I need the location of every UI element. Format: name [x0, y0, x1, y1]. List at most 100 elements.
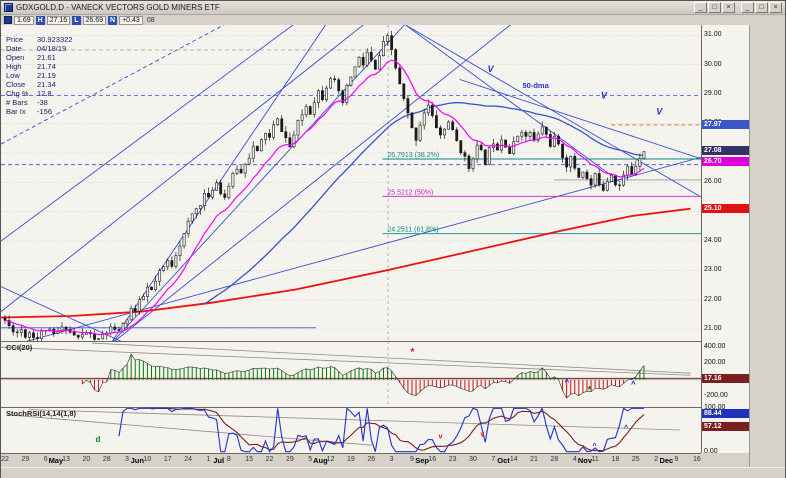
price-chart[interactable]: 26.7913 (38.2%) 25.5212 (50%) 24.2511 (61.…	[1, 25, 701, 341]
cci-label: CCI(20)	[6, 343, 33, 352]
axis-tick-label: 0.00	[704, 447, 718, 455]
cci-histogram	[81, 354, 645, 399]
high-badge: H	[35, 15, 45, 25]
doc-restore-button[interactable]: □	[708, 2, 721, 13]
controls-gap	[736, 2, 740, 13]
stochrsi-panel[interactable]: d v v ^ ^	[1, 407, 701, 453]
x-axis-week-label: 9	[674, 456, 679, 463]
info-label: Open	[6, 53, 25, 62]
bottom-frame	[1, 467, 785, 478]
x-axis-month-label: Jun	[130, 456, 144, 465]
info-value: 21.61	[37, 53, 56, 62]
quote-tail: 08	[146, 16, 155, 24]
info-value: 21.74	[37, 62, 56, 71]
axis-tick-label: 24.00	[704, 237, 722, 245]
time-axis[interactable]: 22 29 6 May 13 20 28 3 Jun 10 17 24 1 Jul 8 15 22 29 5 Aug 1…	[1, 453, 701, 467]
x-axis-week-label: 12	[326, 456, 335, 463]
cci-panel[interactable]: * ^ * ^	[1, 341, 701, 407]
quote-bar: 1.69 H 27.16 L 26.69 N +0.43 08	[1, 15, 785, 25]
price-tag: 27.97	[702, 119, 749, 129]
svg-text:v: v	[481, 432, 485, 439]
x-axis-month-label: Dec	[659, 456, 674, 465]
svg-text:V: V	[488, 64, 495, 74]
x-axis-week-label: 29	[285, 456, 294, 463]
ma-200-line	[1, 207, 691, 319]
axis-tick-label: 200.00	[704, 359, 726, 367]
stochrsi-line	[118, 407, 644, 453]
quote-high: 27.16	[46, 15, 71, 25]
x-axis-week-label: 16	[692, 456, 701, 463]
data-window: Price 30.923322 Date 04/18/19 Open 21.61 Hi…	[6, 35, 72, 116]
axis-tick-label: 22.00	[704, 295, 722, 303]
svg-text:V: V	[656, 107, 663, 117]
x-axis-week-label: 11	[591, 456, 599, 463]
axis-tick-label: 29.00	[704, 90, 722, 98]
fib-levels: 26.7913 (38.2%) 25.5212 (50%) 24.2511 (61.…	[382, 152, 701, 235]
x-axis-week-label: 13	[62, 456, 70, 463]
price-tag: 27.08	[702, 146, 749, 156]
app-minimize-button[interactable]: _	[741, 2, 754, 13]
quote-low: 26.69	[82, 15, 107, 25]
info-label: Low	[6, 71, 20, 80]
ema-line	[4, 59, 645, 336]
v-annotations: V V V	[488, 64, 664, 117]
x-axis-week-label: 5	[308, 456, 313, 463]
x-axis-week-label: 21	[530, 456, 538, 463]
chart-app-icon	[4, 3, 13, 12]
svg-text:^: ^	[624, 424, 628, 432]
info-label: Price	[6, 35, 24, 44]
x-axis-week-label: 28	[550, 456, 559, 463]
chart-body: 26.7913 (38.2%) 25.5212 (50%) 24.2511 (61.…	[1, 25, 785, 467]
x-axis-month-label: Sep	[415, 456, 430, 465]
x-axis-week-label: 22	[1, 456, 9, 463]
window-controls: _ □ × _ □ ×	[694, 2, 782, 13]
svg-text:^: ^	[565, 378, 570, 387]
price-tag: 57.12	[702, 422, 749, 432]
x-axis-week-label: 7	[491, 456, 496, 463]
svg-text:v: v	[439, 434, 443, 441]
price-axis[interactable]: 31.0030.0029.0028.0026.0024.0023.0022.00…	[701, 25, 749, 455]
x-axis-week-label: 30	[469, 456, 477, 463]
info-value: 12.8	[37, 89, 52, 98]
info-value: -38	[37, 98, 48, 107]
axis-tick-label: 23.00	[704, 266, 722, 274]
svg-text:d: d	[96, 435, 101, 444]
stochrsi-signal-line	[151, 407, 645, 452]
x-axis-week-label: 10	[143, 456, 152, 463]
x-axis-week-label: 29	[21, 456, 30, 463]
axis-tick-label: 100.00	[704, 404, 726, 412]
dma-label: 50-dma	[523, 81, 550, 90]
x-axis-week-label: 9	[410, 456, 414, 463]
svg-text:25.5212 (50%): 25.5212 (50%)	[387, 189, 433, 196]
x-axis-week-label: 28	[102, 456, 111, 463]
info-label: Chg %	[6, 89, 29, 98]
x-axis-week-label: 2	[654, 456, 659, 463]
info-value: 04/18/19	[37, 44, 67, 53]
svg-text:V: V	[601, 90, 608, 100]
x-axis-week-label: 24	[184, 456, 193, 463]
info-label: High	[6, 62, 22, 71]
svg-text:^: ^	[631, 379, 636, 388]
horizontal-levels	[1, 49, 701, 329]
doc-minimize-button[interactable]: _	[694, 2, 707, 13]
info-label: Date	[6, 44, 22, 53]
info-value: -156	[37, 107, 53, 116]
x-axis-week-label: 4	[572, 456, 577, 463]
axis-tick-label: -200.00	[704, 392, 728, 400]
svg-text:^: ^	[593, 442, 597, 450]
app-restore-button[interactable]: □	[755, 2, 768, 13]
axis-tick-label: 400.00	[704, 342, 726, 350]
svg-text:24.2511 (61.8%): 24.2511 (61.8%)	[387, 227, 438, 234]
app-close-button[interactable]: ×	[769, 2, 782, 13]
axis-tick-label: 30.00	[704, 60, 722, 68]
titlebar[interactable]: GDXGOLD.D - VANECK VECTORS GOLD MINERS E…	[1, 1, 785, 15]
x-axis-month-label: Jul	[213, 456, 225, 465]
x-axis-month-label: Oct	[497, 456, 510, 465]
doc-close-button[interactable]: ×	[722, 2, 735, 13]
price-tag: 17.16	[702, 373, 749, 383]
x-axis-week-label: 26	[367, 456, 376, 463]
x-axis-month-label: May	[48, 456, 64, 465]
x-axis-week-label: 8	[226, 456, 231, 463]
svg-text:26.7913 (38.2%): 26.7913 (38.2%)	[387, 152, 439, 159]
window-title: GDXGOLD.D - VANECK VECTORS GOLD MINERS E…	[16, 3, 220, 12]
